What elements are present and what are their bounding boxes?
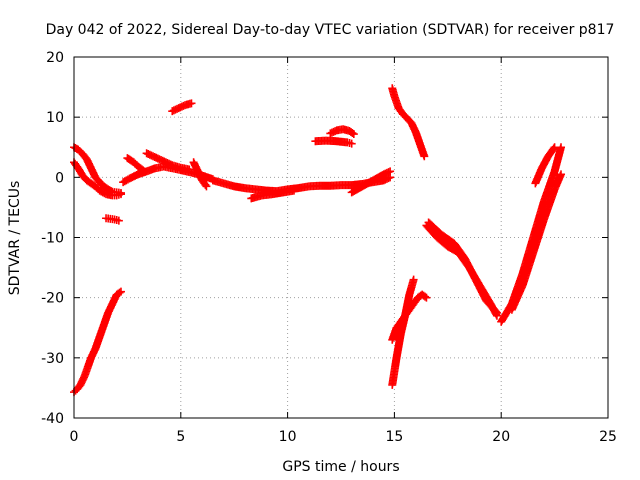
data-point [201,180,210,189]
data-point [116,190,125,199]
series-13 [311,136,356,148]
data-point [420,152,429,161]
series-19 [424,218,501,317]
data-point [557,170,566,179]
data-point [348,129,357,138]
data-point [116,287,125,296]
series-12 [347,167,395,197]
x-tick-label: 0 [70,429,79,445]
x-tick-label: 10 [279,429,297,445]
x-tick-label: 5 [176,429,185,445]
x-tick-label: 20 [492,429,510,445]
data-point [349,130,358,139]
data-point [421,292,430,301]
data-point [114,216,123,225]
data-point [491,307,500,316]
chart-title: Day 042 of 2022, Sidereal Day-to-day VTE… [46,22,615,38]
y-tick-label: -10 [41,231,64,247]
series-17 [388,290,431,344]
data-points [70,84,566,397]
data-point [202,182,211,191]
series-11 [247,186,299,203]
data-point [549,144,558,153]
series-22 [531,143,559,188]
y-tick-label: -30 [41,351,64,367]
x-tick-label: 15 [385,429,403,445]
y-tick-label: -40 [41,411,64,427]
data-point [409,275,418,284]
data-point [115,288,124,297]
data-point [550,143,559,152]
series-15 [388,84,429,161]
x-tick-label: 25 [599,429,617,445]
y-tick-label: 20 [46,50,64,66]
y-tick-label: -20 [41,291,64,307]
series-21 [507,170,566,314]
series-14 [326,125,358,139]
series-1 [70,287,125,397]
data-point [422,293,431,302]
y-tick-label: 0 [55,170,64,186]
y-axis-label: SDTVAR / TECUs [7,181,23,296]
series-9 [189,158,211,191]
data-point [347,139,356,148]
y-tick-label: 10 [46,110,64,126]
series-3 [70,158,125,200]
data-point [187,99,196,108]
x-axis-label: GPS time / hours [282,459,399,475]
data-point [386,167,395,176]
ticks: 0 5 10 15 20 25 -40 -30 -20 -10 0 10 20 [41,50,617,445]
series-7 [142,149,194,174]
data-point [492,308,501,317]
series-8 [168,99,196,116]
data-point [185,165,194,174]
data-point [290,186,299,195]
series-4 [102,214,123,225]
